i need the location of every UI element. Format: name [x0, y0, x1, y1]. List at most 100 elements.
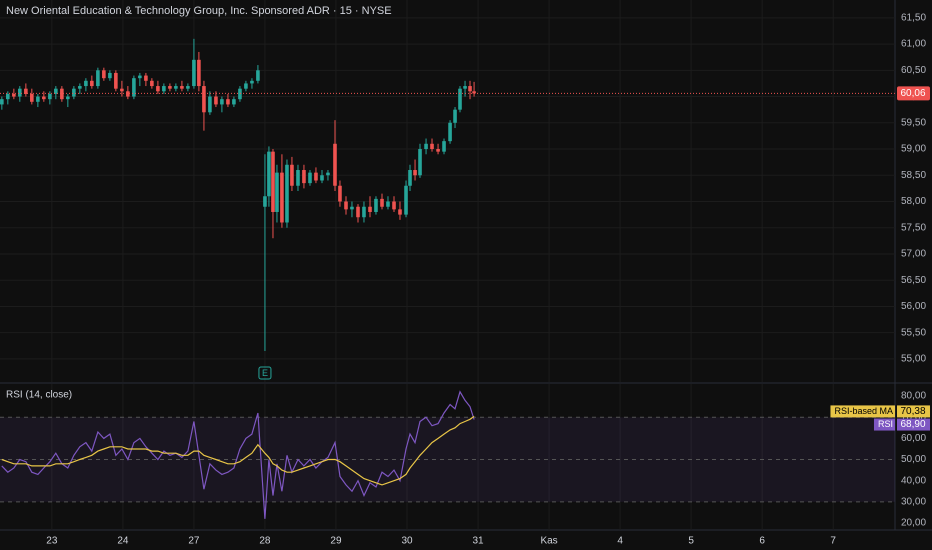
- candle-body: [0, 99, 4, 105]
- candle-body: [162, 86, 166, 92]
- candle-body: [144, 75, 148, 81]
- candle-body: [24, 88, 28, 94]
- candle-body: [413, 170, 417, 176]
- series-line: [1, 390, 475, 519]
- x-tick-label: 27: [188, 536, 200, 547]
- candle-body: [192, 59, 196, 87]
- candle-body: [138, 75, 142, 79]
- candle-body: [66, 96, 70, 100]
- y-tick-label: 50,00: [901, 454, 926, 465]
- candle-body: [386, 201, 390, 207]
- y-tick-label: 57,00: [901, 249, 926, 260]
- x-tick-label: 6: [759, 536, 765, 547]
- legend-entry: RSI: [878, 419, 893, 429]
- candle-body: [408, 170, 412, 186]
- candle-body: [226, 99, 230, 105]
- y-tick-label: 60,50: [901, 65, 926, 76]
- x-tick-label: Kas: [540, 536, 557, 547]
- candle-body: [271, 151, 275, 212]
- candle-body: [263, 196, 267, 207]
- x-tick-label: 23: [46, 536, 58, 547]
- candle-body: [418, 149, 422, 176]
- candle-body: [102, 70, 106, 79]
- candle-body: [424, 143, 428, 150]
- x-tick-label: 7: [830, 536, 836, 547]
- last-value-label: 68,90: [900, 419, 925, 430]
- candle-body: [344, 201, 348, 210]
- candle-body: [398, 209, 402, 215]
- candle-body: [60, 88, 64, 100]
- candle-body: [362, 206, 366, 218]
- candle-body: [174, 86, 178, 89]
- last-value-box: [897, 418, 930, 431]
- candle-body: [156, 86, 160, 92]
- x-tick-label: 31: [472, 536, 484, 547]
- candle-body: [280, 172, 284, 223]
- candle-body: [256, 70, 260, 81]
- candle-body: [120, 88, 124, 92]
- candle-body: [302, 170, 306, 184]
- candle-body: [356, 206, 360, 218]
- candle-body: [392, 201, 396, 210]
- candle-body: [18, 88, 22, 97]
- candle-body: [333, 143, 337, 186]
- candle-body: [244, 83, 248, 89]
- rsi-title: RSI (14, close): [6, 390, 72, 401]
- candle-body: [458, 88, 462, 110]
- candle-body: [168, 86, 172, 89]
- candle-body: [96, 70, 100, 87]
- last-value-box: [897, 405, 930, 418]
- candle-body: [430, 143, 434, 150]
- candle-body: [448, 122, 452, 142]
- candle-body: [197, 59, 201, 87]
- series-line: [1, 415, 475, 486]
- candle-body: [472, 91, 476, 94]
- y-tick-label: 59,50: [901, 117, 926, 128]
- last-price-label: 60,06: [900, 88, 925, 99]
- legend-entry: RSI-based MA: [834, 406, 893, 416]
- candle-body: [150, 80, 154, 87]
- y-tick-label: 57,50: [901, 222, 926, 233]
- candle-body: [108, 72, 112, 79]
- y-tick-label: 61,00: [901, 39, 926, 50]
- last-price-box: [897, 86, 930, 101]
- candle-body: [453, 109, 457, 123]
- candle-body: [126, 91, 130, 97]
- candle-body: [436, 149, 440, 152]
- candle-body: [42, 96, 46, 100]
- legend-box: [873, 418, 895, 431]
- x-tick-label: 24: [117, 536, 129, 547]
- candle-body: [220, 99, 224, 105]
- candle-body: [72, 88, 76, 97]
- candle-body: [48, 93, 52, 100]
- x-tick-label: 28: [259, 536, 271, 547]
- y-tick-label: 60,00: [901, 433, 926, 444]
- candle-body: [114, 72, 118, 89]
- candle-body: [84, 80, 88, 87]
- candle-body: [275, 172, 279, 212]
- candle-body: [314, 172, 318, 181]
- candle-body: [78, 86, 82, 89]
- candle-body: [463, 86, 467, 89]
- candle-body: [214, 96, 218, 105]
- y-tick-label: 58,50: [901, 170, 926, 181]
- candle-body: [90, 80, 94, 87]
- candle-body: [308, 172, 312, 184]
- x-tick-label: 30: [401, 536, 413, 547]
- event-label: E: [262, 368, 268, 378]
- legend-box: [830, 405, 895, 418]
- y-tick-label: 58,00: [901, 196, 926, 207]
- candle-body: [267, 151, 271, 197]
- candle-body: [296, 170, 300, 186]
- y-tick-label: 56,00: [901, 301, 926, 312]
- candle-body: [380, 198, 384, 207]
- candle-body: [12, 93, 16, 97]
- y-tick-label: 55,00: [901, 354, 926, 365]
- candle-body: [326, 172, 330, 176]
- candle-body: [6, 93, 10, 100]
- x-tick-label: 29: [330, 536, 342, 547]
- y-tick-label: 61,50: [901, 12, 926, 23]
- candle-body: [290, 164, 294, 186]
- last-value-label: 70,38: [900, 406, 925, 417]
